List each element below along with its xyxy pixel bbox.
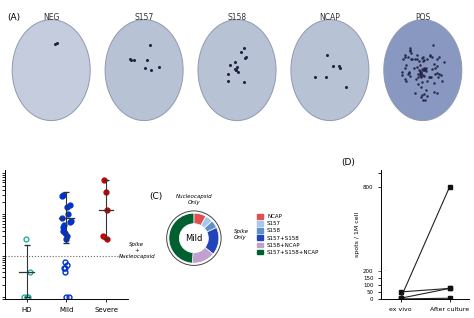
Text: Nucleocapsid
Only: Nucleocapsid Only xyxy=(175,194,212,205)
Text: Spike
+
Nucleocapsid: Spike + Nucleocapsid xyxy=(118,242,155,259)
Text: Mild: Mild xyxy=(185,234,202,243)
Wedge shape xyxy=(169,213,194,263)
Text: S157: S157 xyxy=(135,13,154,22)
Ellipse shape xyxy=(384,20,462,121)
Ellipse shape xyxy=(291,20,369,121)
Ellipse shape xyxy=(198,20,276,121)
Text: NCAP: NCAP xyxy=(319,13,340,22)
Text: NEG: NEG xyxy=(43,13,59,22)
Ellipse shape xyxy=(105,20,183,121)
Text: S158: S158 xyxy=(228,13,246,22)
Ellipse shape xyxy=(12,20,90,121)
Text: (D): (D) xyxy=(341,158,355,167)
Wedge shape xyxy=(201,216,212,228)
Wedge shape xyxy=(204,221,217,232)
Y-axis label: spots / 1M cell: spots / 1M cell xyxy=(355,212,360,257)
Wedge shape xyxy=(194,213,206,225)
Legend: NCAP, S157, S158, S157+S158, S158+NCAP, S157+S158+NCAP: NCAP, S157, S158, S157+S158, S158+NCAP, … xyxy=(257,214,319,255)
Wedge shape xyxy=(192,247,213,263)
Wedge shape xyxy=(205,228,219,254)
Text: Spike
Only: Spike Only xyxy=(234,229,249,240)
Text: (A): (A) xyxy=(7,13,20,22)
Text: (C): (C) xyxy=(149,192,162,201)
Text: POS: POS xyxy=(415,13,430,22)
